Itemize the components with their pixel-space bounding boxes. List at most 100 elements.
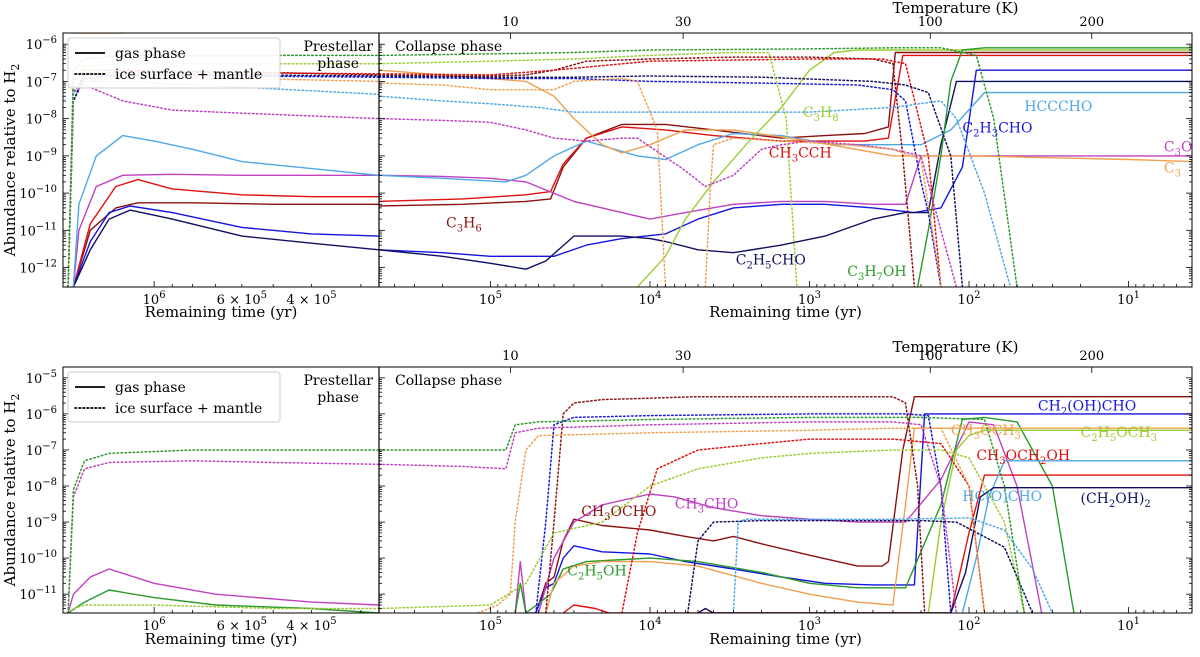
annotation-ch-och-oh: CH3OCH2OH xyxy=(976,448,1070,467)
series-ch2-oh-cho-gas-collapse xyxy=(535,413,1192,613)
x-tick-label-right: 104 xyxy=(639,616,662,634)
prestellar-phase-label: Prestellar xyxy=(304,39,374,55)
series-c2h5cho-gas-prestellar xyxy=(72,209,379,287)
series-ch3cho-gas-prestellar xyxy=(67,568,379,613)
series-ch3ocho-gas-collapse xyxy=(535,396,1192,613)
temperature-tick-label: 100 xyxy=(918,15,943,30)
series-c3h7oh-gas-collapse xyxy=(916,47,1192,287)
legend: gas phase ice surface + mantle xyxy=(67,37,281,89)
series-ch3och2oh-ice-collapse xyxy=(621,438,986,613)
x-tick-label-left: 6 × 105 xyxy=(217,290,267,308)
annotation-c-: C3 xyxy=(1164,160,1181,179)
series-c3h8-gas-collapse xyxy=(636,49,1192,287)
series-ch3ocho-ice-collapse xyxy=(545,395,926,613)
temperature-tick-label: 30 xyxy=(675,15,692,30)
y-tick-label: 10−8 xyxy=(26,110,57,128)
temperature-axis-label: Temperature (K) xyxy=(893,0,1019,17)
series-c2h5och3-ice-collapse xyxy=(379,449,1026,613)
annotation-ch-och-: CH3OCH3 xyxy=(951,423,1021,442)
series--ch2oh-2-gas-collapse xyxy=(697,487,1192,613)
series-hcccho-ice-collapse xyxy=(379,95,1012,287)
x-tick-label-left: 106 xyxy=(143,616,166,634)
prestellar-phase-label: Prestellar xyxy=(304,373,374,389)
series-c3h6-ice-collapse xyxy=(379,56,916,287)
series-c2h3cho-gas-collapse xyxy=(379,69,1192,257)
y-axis-label: Abundance relative to H2 xyxy=(1,394,22,588)
annotation-c-h-cho: C2H5CHO xyxy=(736,253,806,272)
top-panel: 10−12 10−11 10−10 10−9 10−8 10−7 10−6 106 6 × 10… xyxy=(1,0,1193,321)
temperature-tick-label: 10 xyxy=(502,15,519,30)
series-c3-ice-collapse xyxy=(379,77,667,287)
y-tick-label: 10−11 xyxy=(19,585,57,603)
annotation--ch-oh-: (CH2OH)2 xyxy=(1081,491,1151,510)
prestellar-phase-label-line2: phase xyxy=(317,56,359,72)
annotation-ch-ocho: CH3OCHO xyxy=(581,504,656,523)
series-c2h3cho-gas-prestellar xyxy=(72,205,379,287)
annotation-ch-cho: CH3CHO xyxy=(675,496,739,515)
x-axis-label-left: Remaining time (yr) xyxy=(145,630,298,648)
legend-label-dotted: ice surface + mantle xyxy=(115,67,262,83)
y-tick-label: 10−6 xyxy=(26,35,57,53)
x-axis-label-right: Remaining time (yr) xyxy=(709,303,862,321)
temperature-tick-label: 100 xyxy=(918,349,943,364)
temperature-tick-label: 200 xyxy=(1079,15,1104,30)
plot-frame xyxy=(62,366,1193,614)
temperature-tick-label: 10 xyxy=(502,349,519,364)
legend-label-solid: gas phase xyxy=(115,380,186,396)
series-c3-ice-late-collapse xyxy=(704,137,942,287)
annotation-c-h-och-: C2H5OCH3 xyxy=(1081,425,1157,444)
prestellar-phase-label-line2: phase xyxy=(317,390,359,406)
annotation-c-h-: C3H8 xyxy=(803,105,839,124)
series-c2h5oh-ice-prestellar xyxy=(67,449,379,613)
series-ch3cch-gas-collapse xyxy=(379,54,1192,203)
series-ch3och3-ice-collapse xyxy=(477,427,986,613)
temperature-axis-label: Temperature (K) xyxy=(893,338,1019,356)
series-ch3och2oh-gas-collapse xyxy=(562,474,1192,613)
series-ch3cho-ice-collapse xyxy=(379,421,958,613)
series-ch3cho-ice-prestellar xyxy=(67,460,379,613)
y-tick-label: 10−5 xyxy=(26,369,57,387)
x-tick-label-right: 102 xyxy=(958,290,981,308)
series-ch3och3-gas-collapse xyxy=(545,427,1192,613)
y-tick-label: 10−9 xyxy=(26,147,57,165)
series-ch3cch-ice-collapse xyxy=(379,58,942,287)
x-tick-label-right: 105 xyxy=(479,290,502,308)
series-c3h8-ice-collapse xyxy=(379,51,798,287)
x-tick-label-left: 6 × 105 xyxy=(217,616,267,634)
series-c2h5cho-ice-collapse xyxy=(379,75,964,287)
series-ch3cho-gas-collapse xyxy=(514,421,1043,613)
x-tick-label-right: 101 xyxy=(1117,290,1140,308)
series-c2h5oh-gas-prestellar xyxy=(67,589,379,613)
series-layer-collapse xyxy=(379,395,1192,613)
series-c2h5oh-ice-collapse xyxy=(379,416,1026,613)
y-tick-label: 10−7 xyxy=(26,441,57,459)
series-c2h5oh-gas-collapse xyxy=(514,416,1075,613)
series-c3o-ice-collapse xyxy=(379,117,958,287)
series--ch2oh-2-ice-collapse xyxy=(686,519,1034,613)
temperature-tick-label: 30 xyxy=(675,349,692,364)
y-tick-label: 10−9 xyxy=(26,513,57,531)
y-axis-label: Abundance relative to H2 xyxy=(1,64,22,258)
x-axis-label-left: Remaining time (yr) xyxy=(145,303,298,321)
annotation-ch-oh-cho: CH2(OH)CHO xyxy=(1038,398,1136,417)
annotation-hcccho: HCCCHO xyxy=(1024,99,1092,115)
series-c2h5och3-ice-prestellar xyxy=(67,604,379,613)
legend: gas phase ice surface + mantle xyxy=(67,371,281,423)
annotation-ch-cch: CH3CCH xyxy=(769,146,832,165)
series-hcccho-ice-prestellar xyxy=(67,80,379,287)
x-tick-label-left: 106 xyxy=(143,290,166,308)
collapse-phase-label: Collapse phase xyxy=(395,373,502,389)
series-c2h3cho-ice-collapse xyxy=(379,76,942,287)
series-hcccho-gas-collapse xyxy=(379,91,1192,183)
x-tick-label-right: 103 xyxy=(798,290,821,308)
series-c3o-ice-prestellar xyxy=(67,84,379,287)
x-tick-label-right: 102 xyxy=(958,616,981,634)
x-tick-label-right: 103 xyxy=(798,616,821,634)
x-tick-label-left: 4 × 105 xyxy=(286,290,336,308)
x-axis-label-right: Remaining time (yr) xyxy=(709,630,862,648)
y-tick-label: 10−11 xyxy=(19,221,57,239)
annotation-c-h-cho: C2H3CHO xyxy=(962,121,1032,140)
annotation-c-o: C3O xyxy=(1164,140,1193,159)
y-tick-label: 10−7 xyxy=(26,72,57,90)
